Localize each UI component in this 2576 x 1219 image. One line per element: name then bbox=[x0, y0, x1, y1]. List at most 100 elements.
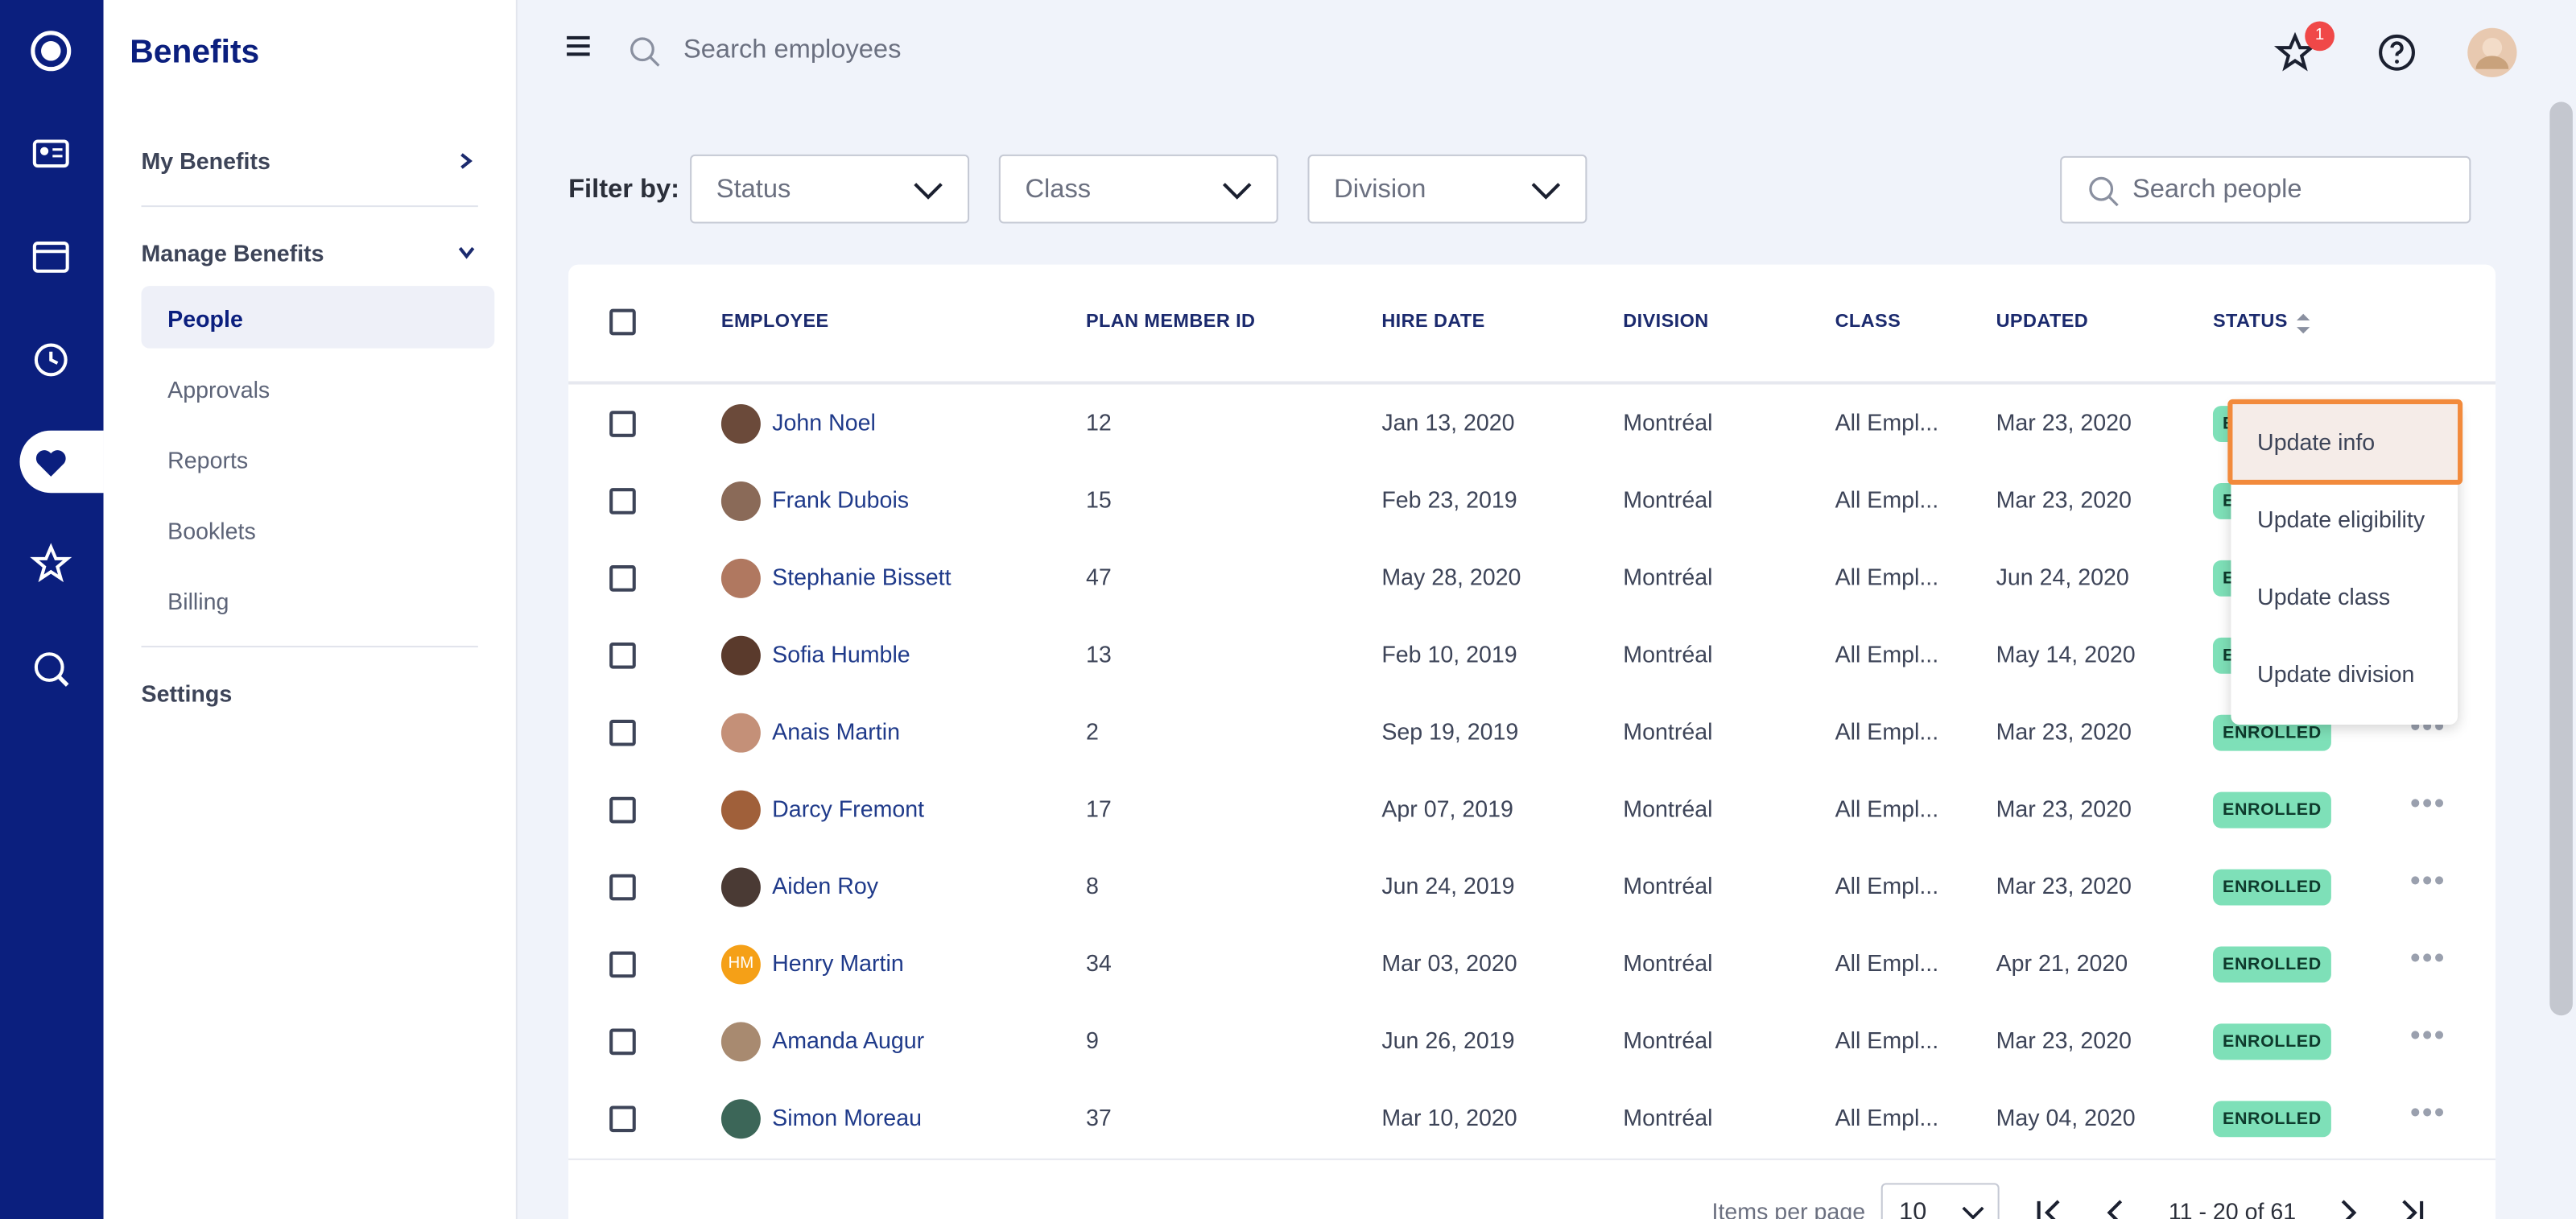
employee-name[interactable]: Darcy Fremont bbox=[772, 795, 925, 822]
row-checkbox[interactable] bbox=[609, 874, 636, 901]
nav-item[interactable]: People bbox=[167, 305, 243, 333]
menu-item[interactable]: Update eligibility bbox=[2257, 506, 2425, 533]
status-badge: ENROLLED bbox=[2212, 869, 2331, 906]
page-range: 11 - 20 of 61 bbox=[2168, 1197, 2297, 1219]
cell-text: Mar 23, 2020 bbox=[1996, 795, 2132, 822]
scrollbar[interactable] bbox=[2549, 101, 2573, 1016]
row-checkbox[interactable] bbox=[609, 411, 636, 437]
cell-text: 12 bbox=[1085, 409, 1112, 436]
row-actions[interactable]: ••• bbox=[2409, 1019, 2446, 1052]
per-page-select[interactable]: 10 bbox=[1880, 1183, 2000, 1219]
column-header[interactable]: EMPLOYEE bbox=[720, 312, 829, 333]
cell-text: May 28, 2020 bbox=[1381, 563, 1521, 590]
cell-text: Sep 19, 2019 bbox=[1381, 717, 1519, 745]
avatar bbox=[720, 481, 761, 521]
column-header[interactable]: DIVISION bbox=[1623, 312, 1709, 333]
sidebar bbox=[103, 0, 518, 1219]
row-checkbox[interactable] bbox=[609, 642, 636, 669]
employee-name[interactable]: Anais Martin bbox=[772, 717, 900, 745]
employee-name[interactable]: Sofia Humble bbox=[772, 640, 910, 667]
avatar bbox=[720, 1022, 761, 1062]
column-header[interactable]: STATUS bbox=[2212, 312, 2288, 333]
column-header[interactable]: CLASS bbox=[1835, 312, 1901, 333]
menu-icon[interactable] bbox=[564, 33, 597, 66]
row-checkbox[interactable] bbox=[609, 488, 636, 514]
employee-name[interactable]: Amanda Augur bbox=[772, 1027, 925, 1054]
column-header[interactable]: PLAN MEMBER ID bbox=[1085, 312, 1256, 333]
search-placeholder: Search people bbox=[2132, 176, 2302, 205]
employee-name[interactable]: Frank Dubois bbox=[772, 486, 910, 513]
row-actions[interactable]: ••• bbox=[2409, 787, 2446, 820]
people-search[interactable]: Search people bbox=[2060, 155, 2471, 224]
menu-item[interactable]: Update class bbox=[2257, 583, 2391, 610]
employee-name[interactable]: Henry Martin bbox=[772, 949, 904, 977]
cell-text: All Empl... bbox=[1835, 872, 1939, 899]
rail-icons bbox=[19, 31, 104, 687]
cell-text: Jun 26, 2019 bbox=[1381, 1027, 1515, 1054]
cell-text: Mar 23, 2020 bbox=[1996, 717, 2132, 745]
filter-dropdown[interactable]: Division bbox=[1307, 154, 1587, 224]
cell-text: May 04, 2020 bbox=[1996, 1104, 2136, 1131]
sort-icon[interactable] bbox=[2295, 312, 2311, 336]
nav-item[interactable]: Settings bbox=[141, 680, 233, 707]
status-badge: ENROLLED bbox=[2212, 946, 2331, 983]
nav-item[interactable]: Approvals bbox=[167, 376, 270, 403]
cell-text: 13 bbox=[1085, 640, 1112, 667]
cell-text: 8 bbox=[1085, 872, 1099, 899]
search-icon bbox=[630, 37, 660, 67]
avatar bbox=[720, 635, 761, 676]
search-input[interactable]: Search employees bbox=[683, 35, 902, 64]
pager-icons[interactable] bbox=[2034, 1196, 2445, 1219]
row-actions[interactable]: ••• bbox=[2409, 941, 2446, 975]
nav-item[interactable]: Manage Benefits bbox=[141, 239, 324, 267]
filter-dropdown[interactable]: Class bbox=[998, 154, 1278, 224]
employee-name[interactable]: Aiden Roy bbox=[772, 872, 878, 899]
employee-name[interactable]: Simon Moreau bbox=[772, 1104, 922, 1131]
divider bbox=[141, 646, 478, 648]
nav-item[interactable]: My Benefits bbox=[141, 147, 270, 175]
menu-item[interactable]: Update info bbox=[2257, 428, 2376, 456]
table-card bbox=[568, 264, 2496, 1219]
cell-text: All Empl... bbox=[1835, 640, 1939, 667]
column-header[interactable]: UPDATED bbox=[1996, 312, 2089, 333]
sidebar-title: Benefits bbox=[130, 34, 260, 71]
user-avatar[interactable] bbox=[2466, 27, 2518, 79]
select-all-checkbox[interactable] bbox=[609, 308, 636, 336]
filter-dropdown[interactable]: Status bbox=[690, 154, 970, 224]
employee-name[interactable]: Stephanie Bissett bbox=[772, 563, 952, 590]
row-checkbox[interactable] bbox=[609, 719, 636, 746]
status-badge: ENROLLED bbox=[2212, 791, 2331, 829]
row-checkbox[interactable] bbox=[609, 951, 636, 978]
cell-text: Montréal bbox=[1623, 1104, 1713, 1131]
dropdown-label: Class bbox=[1025, 176, 1092, 205]
help-icon[interactable] bbox=[2377, 33, 2417, 72]
row-checkbox[interactable] bbox=[609, 565, 636, 592]
menu-item[interactable]: Update division bbox=[2257, 660, 2415, 688]
cell-text: May 14, 2020 bbox=[1996, 640, 2136, 667]
row-actions[interactable]: ••• bbox=[2409, 864, 2446, 898]
row-checkbox[interactable] bbox=[609, 1105, 636, 1133]
header-divider bbox=[568, 381, 2496, 385]
icon-rail bbox=[0, 0, 104, 1219]
favorites-icon[interactable] bbox=[2273, 30, 2319, 76]
per-page-value: 10 bbox=[1899, 1197, 1927, 1219]
cell-text: Montréal bbox=[1623, 409, 1713, 436]
nav-item[interactable]: Booklets bbox=[167, 517, 256, 544]
avatar bbox=[720, 867, 761, 907]
nav-item[interactable]: Billing bbox=[167, 588, 229, 615]
row-actions[interactable]: ••• bbox=[2409, 1096, 2446, 1130]
dropdown-label: Status bbox=[716, 176, 791, 205]
avatar bbox=[720, 404, 761, 444]
cell-text: All Empl... bbox=[1835, 1027, 1939, 1054]
employee-name[interactable]: John Noel bbox=[772, 409, 876, 436]
row-checkbox[interactable] bbox=[609, 1028, 636, 1056]
cell-text: 37 bbox=[1085, 1104, 1112, 1131]
cell-text: Jun 24, 2019 bbox=[1381, 872, 1515, 899]
cell-text: 47 bbox=[1085, 563, 1112, 590]
cell-text: 15 bbox=[1085, 486, 1112, 513]
row-checkbox[interactable] bbox=[609, 796, 636, 824]
cell-text: Montréal bbox=[1623, 563, 1713, 590]
column-header[interactable]: HIRE DATE bbox=[1381, 312, 1485, 333]
nav-item[interactable]: Reports bbox=[167, 447, 249, 473]
